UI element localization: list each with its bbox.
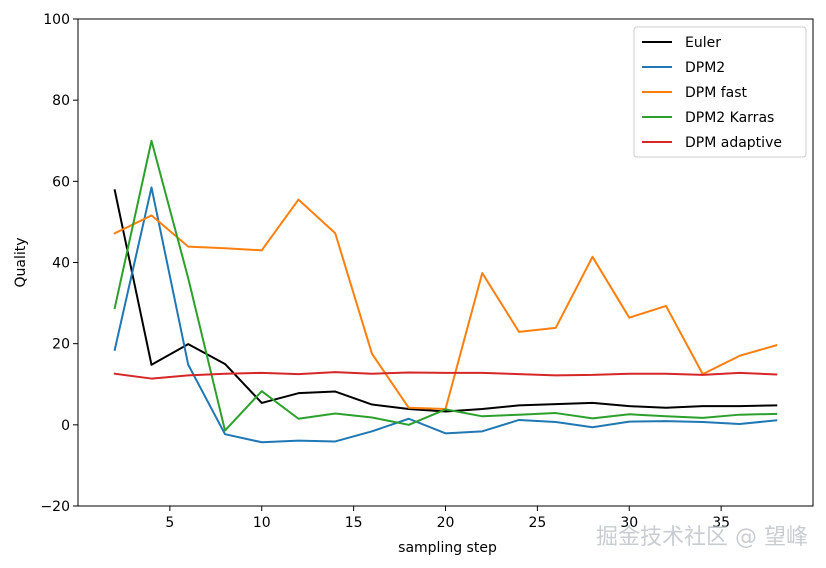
legend-label: DPM2 [685,60,725,76]
y-tick-label: 80 [52,93,70,109]
series-layer [113,139,778,444]
series-line-euler [113,189,778,413]
legend-label: DPM fast [685,85,748,101]
y-tick-label: 20 [52,337,70,353]
x-axis-label: sampling step [398,540,497,556]
series-line-dpm2 [113,186,778,444]
legend-label: DPM2 Karras [685,110,774,126]
x-tick-label: 10 [253,515,271,531]
legend: Euler DPM2 DPM fast DPM2 Karras DPM adaptive [633,26,807,158]
x-tick-label: 15 [345,515,363,531]
x-tick-label: 5 [165,515,174,531]
y-tick-label: 60 [52,174,70,190]
y-tick-label: 0 [61,418,70,434]
y-tick-label: 100 [43,12,70,28]
series-line-dpm2-karras [113,139,778,432]
legend-label: DPM adaptive [685,135,782,151]
legend-box [633,26,807,158]
x-tick-label: 35 [712,515,730,531]
series-line-dpm-adaptive [113,371,778,380]
watermark: 掘金技术社区 @ 望峰 [596,525,808,550]
series-line-dpm-fast [113,198,778,411]
y-tick-label: −20 [40,499,70,515]
ticks-layer: 5 10 15 20 25 30 35 −20 0 20 40 60 80 100 [40,12,730,531]
x-tick-label: 30 [620,515,638,531]
y-tick-label: 40 [52,256,70,272]
x-tick-label: 20 [437,515,455,531]
x-tick-label: 25 [528,515,546,531]
legend-label: Euler [685,35,721,51]
y-axis-label: Quality [13,237,29,287]
